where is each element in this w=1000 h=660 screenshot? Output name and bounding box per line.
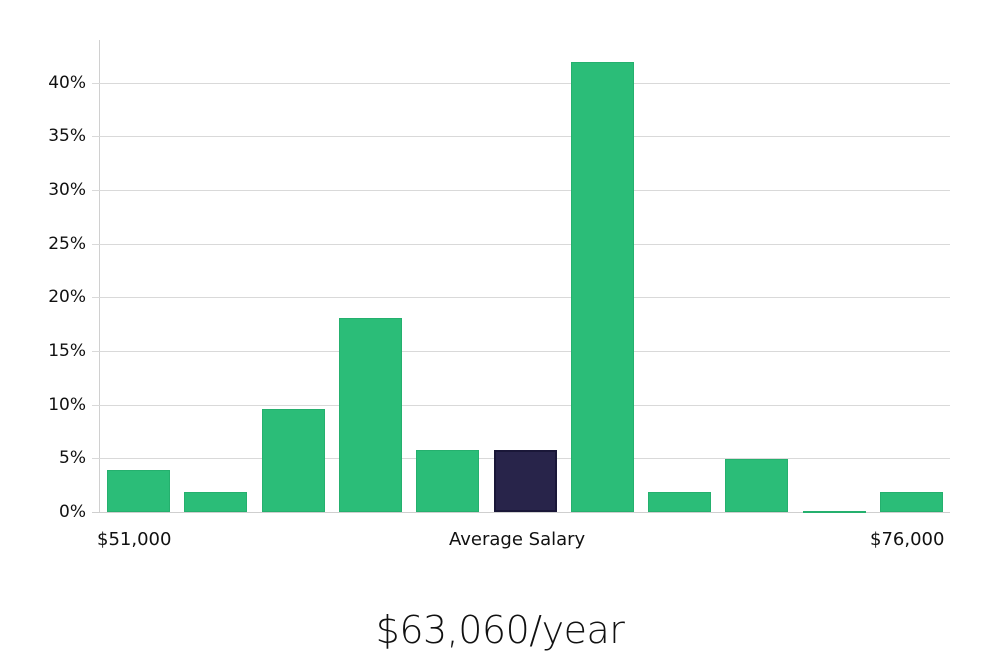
y-tick-label: 0% — [59, 502, 86, 522]
highlighted-bar — [494, 449, 557, 512]
gridline — [92, 190, 950, 191]
y-axis-line — [99, 40, 100, 513]
histogram-bar — [803, 510, 866, 513]
histogram-bar — [262, 408, 325, 512]
x-min-label: $51,000 — [97, 529, 172, 550]
gridline — [92, 351, 950, 352]
gridline — [92, 136, 950, 137]
histogram-bar — [571, 62, 634, 512]
histogram-bar — [416, 449, 479, 512]
y-tick-label: 10% — [48, 395, 86, 415]
histogram-bar — [880, 491, 943, 512]
gridline — [92, 405, 950, 406]
gridline — [92, 244, 950, 245]
y-tick-label: 40% — [48, 73, 86, 93]
histogram-bar — [107, 470, 170, 512]
gridline — [92, 83, 950, 84]
y-tick-label: 25% — [48, 234, 86, 254]
y-tick-label: 5% — [59, 448, 86, 468]
y-tick-label: 35% — [48, 126, 86, 146]
x-max-label: $76,000 — [870, 529, 945, 550]
y-tick-label: 15% — [48, 341, 86, 361]
x-axis-title: Average Salary — [449, 529, 586, 550]
y-tick-label: 20% — [48, 287, 86, 307]
histogram-bar — [725, 459, 788, 512]
gridline — [92, 512, 950, 513]
y-tick-label: 30% — [48, 180, 86, 200]
histogram-bar — [339, 317, 402, 512]
histogram-bar — [184, 491, 247, 512]
gridline — [92, 297, 950, 298]
salary-histogram: 0% 5% 10% 15% 20% 25% 30% 35% 40% — [48, 40, 950, 522]
average-salary-headline: $63,060/year — [375, 608, 625, 652]
histogram-bar — [648, 491, 711, 512]
